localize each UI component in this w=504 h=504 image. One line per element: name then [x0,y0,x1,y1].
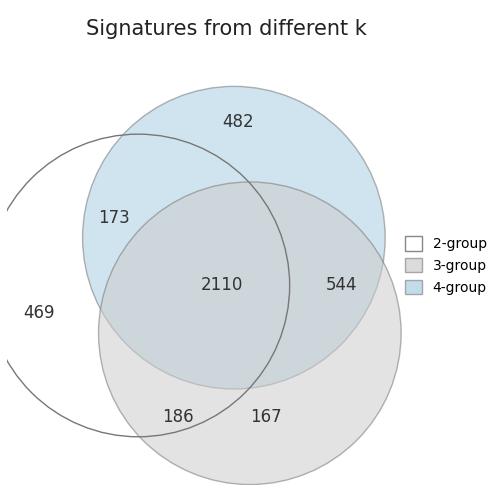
Text: 2110: 2110 [201,277,243,294]
Circle shape [83,86,385,389]
Text: 482: 482 [222,113,254,131]
Text: 167: 167 [250,408,282,426]
Text: 544: 544 [326,277,357,294]
Text: 186: 186 [162,408,194,426]
Circle shape [98,182,401,484]
Legend: 2-group, 3-group, 4-group: 2-group, 3-group, 4-group [399,231,492,300]
Text: 469: 469 [23,304,54,323]
Text: 173: 173 [99,209,131,227]
Title: Signatures from different k: Signatures from different k [86,20,366,39]
